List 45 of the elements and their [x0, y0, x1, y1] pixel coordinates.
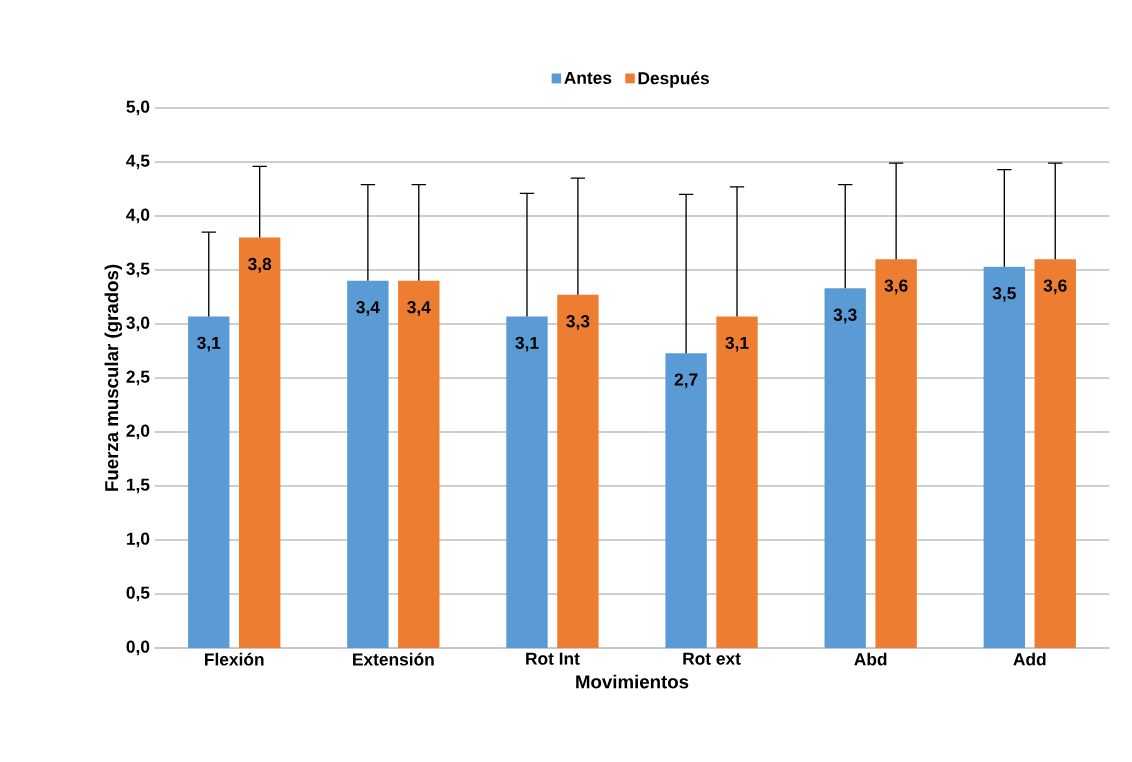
legend-label: Antes	[564, 71, 612, 84]
bar	[557, 294, 599, 648]
y-tick-label: 3,5	[126, 262, 150, 278]
legend-label: Después	[638, 71, 709, 88]
x-tick-label: Abd	[854, 652, 887, 666]
bar	[824, 288, 866, 648]
bar	[716, 316, 758, 648]
y-axis-title: Fuerza muscular (grados)	[104, 264, 123, 491]
bar	[347, 280, 389, 648]
data-label: 3,1	[197, 336, 221, 352]
y-tick-label: 1,5	[126, 478, 150, 494]
x-tick-label: Add	[1013, 652, 1046, 666]
y-tick-label: 4,5	[126, 154, 150, 170]
y-tick-label: 2,0	[126, 424, 150, 440]
data-label: 3,3	[566, 315, 590, 330]
x-axis-title: Movimientos	[576, 674, 689, 689]
x-tick-label: Flexión	[205, 652, 264, 666]
y-tick-label: 0,5	[126, 586, 150, 602]
data-label: 3,1	[515, 336, 539, 352]
data-label: 3,8	[248, 257, 272, 273]
y-tick-label: 0,0	[126, 640, 150, 656]
bar	[239, 237, 281, 648]
bar	[665, 353, 707, 648]
data-label: 3,1	[725, 336, 749, 352]
bar	[875, 259, 917, 648]
data-label: 3,4	[356, 301, 380, 316]
data-label: 3,6	[884, 279, 908, 295]
x-tick-label: Rot Int	[526, 652, 580, 665]
data-label: 3,3	[833, 308, 857, 324]
bar	[398, 280, 440, 648]
data-label: 2,7	[674, 373, 698, 389]
y-tick-label: 4,0	[126, 208, 150, 224]
bar	[188, 316, 230, 648]
bar	[983, 266, 1026, 648]
y-tick-label: 2,5	[126, 370, 150, 386]
data-label: 3,6	[1043, 279, 1067, 295]
bar	[506, 316, 548, 648]
data-label: 3,5	[992, 287, 1016, 302]
data-label: 3,4	[407, 301, 431, 316]
y-tick-label: 3,0	[126, 316, 150, 332]
bar	[1034, 259, 1076, 648]
x-tick-label: Rot ext	[683, 652, 741, 665]
y-tick-label: 5,0	[126, 100, 150, 116]
y-tick-label: 1,0	[126, 532, 150, 548]
x-tick-label: Extensión	[353, 652, 434, 666]
